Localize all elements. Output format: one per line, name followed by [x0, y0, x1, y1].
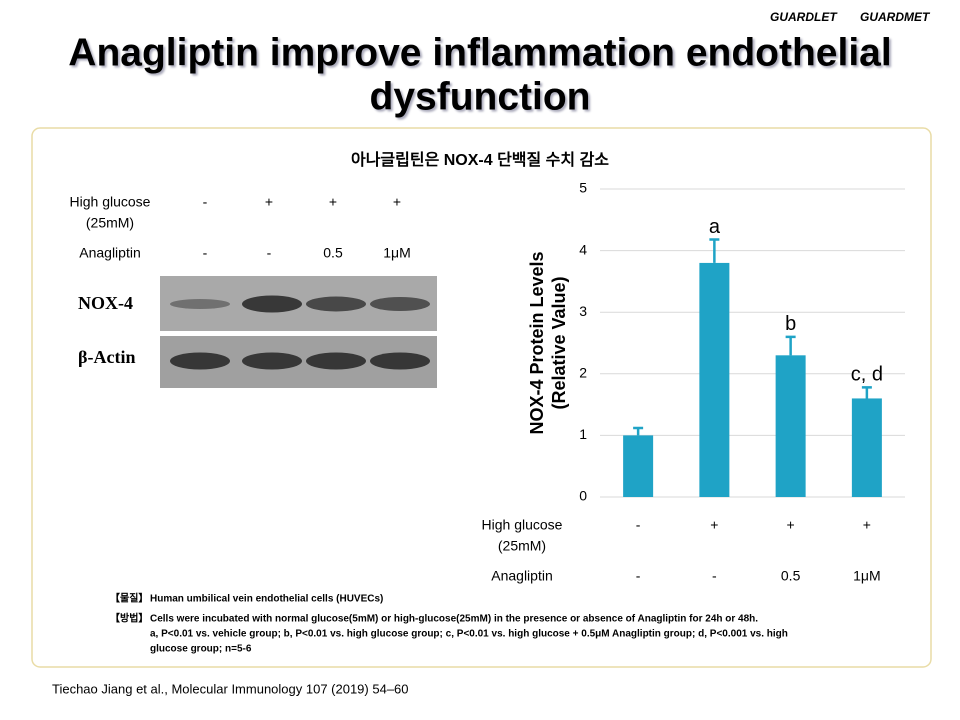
- condition-label: +: [863, 517, 871, 533]
- note-tag: 【물질】: [110, 592, 148, 605]
- error-bar: [861, 386, 872, 399]
- blot-band: [242, 352, 302, 370]
- bar: [699, 262, 730, 497]
- blot-band: [306, 352, 366, 370]
- y-axis-label: NOX-4 Protein Levels (Relative Value): [527, 251, 569, 434]
- condition-label: -: [267, 245, 272, 261]
- condition-label: -: [712, 568, 717, 584]
- slide-title: dysfunction: [370, 75, 591, 118]
- y-tick-label: 3: [579, 303, 587, 319]
- bar: [623, 435, 654, 497]
- citation: Tiechao Jiang et al., Molecular Immunolo…: [52, 681, 409, 696]
- annotation: b: [785, 313, 796, 335]
- note-text: Cells were incubated with normal glucose…: [150, 614, 758, 625]
- y-axis-label-line: (Relative Value): [549, 276, 569, 409]
- blot-band: [242, 295, 302, 313]
- condition-label: +: [710, 517, 718, 533]
- y-tick-label: 1: [579, 426, 587, 442]
- annotation: a: [709, 216, 721, 238]
- condition-label: -: [203, 194, 208, 210]
- y-tick-label: 2: [579, 365, 587, 381]
- condition-label: +: [265, 194, 273, 210]
- condition-label: -: [203, 245, 208, 261]
- blot-band: [370, 297, 430, 311]
- slide-title: Anagliptin improve inflammation endothel…: [68, 31, 891, 74]
- condition-unit: (25mM): [86, 215, 134, 231]
- condition-label: +: [393, 194, 401, 210]
- condition-label: 0.5: [323, 245, 343, 261]
- brand: GUARDMET: [860, 10, 931, 24]
- brand: GUARDLET: [770, 10, 838, 24]
- annotation: c, d: [851, 364, 883, 386]
- error-bar: [785, 335, 796, 356]
- note-text: a, P<0.01 vs. vehicle group; b, P<0.01 v…: [150, 629, 788, 640]
- condition-unit: (25mM): [498, 538, 546, 554]
- condition-label: +: [787, 517, 795, 533]
- blot-band: [170, 352, 230, 370]
- error-bar: [709, 238, 720, 263]
- condition-name: High glucose: [70, 194, 151, 210]
- y-tick-label: 4: [579, 241, 587, 257]
- blot-band: [170, 299, 230, 309]
- condition-name: Anagliptin: [79, 245, 141, 261]
- note-text: Human umbilical vein endothelial cells (…: [150, 594, 383, 605]
- bar: [775, 355, 806, 497]
- bar: [851, 398, 882, 497]
- blot-band: [370, 352, 430, 370]
- error-bar: [633, 426, 644, 436]
- blot-band: [306, 296, 366, 312]
- condition-name: Anagliptin: [491, 568, 553, 584]
- y-tick-label: 5: [579, 180, 587, 196]
- panel-title: 아나글립틴은 NOX-4 단백질 수치 감소: [351, 150, 609, 169]
- condition-label: +: [329, 194, 337, 210]
- condition-label: -: [636, 517, 641, 533]
- y-tick-label: 0: [579, 488, 587, 504]
- condition-label: -: [636, 568, 641, 584]
- condition-label: 1μM: [383, 245, 411, 261]
- condition-name: High glucose: [482, 517, 563, 533]
- y-axis-label-line: NOX-4 Protein Levels: [527, 251, 547, 434]
- band-label: NOX-4: [78, 293, 133, 313]
- band-label: β-Actin: [78, 347, 135, 367]
- note-text: glucose group; n=5-6: [150, 644, 252, 655]
- condition-label: 0.5: [781, 568, 801, 584]
- condition-label: 1μM: [853, 568, 881, 584]
- note-tag: 【방법】: [110, 612, 148, 625]
- panel-border: [31, 127, 932, 668]
